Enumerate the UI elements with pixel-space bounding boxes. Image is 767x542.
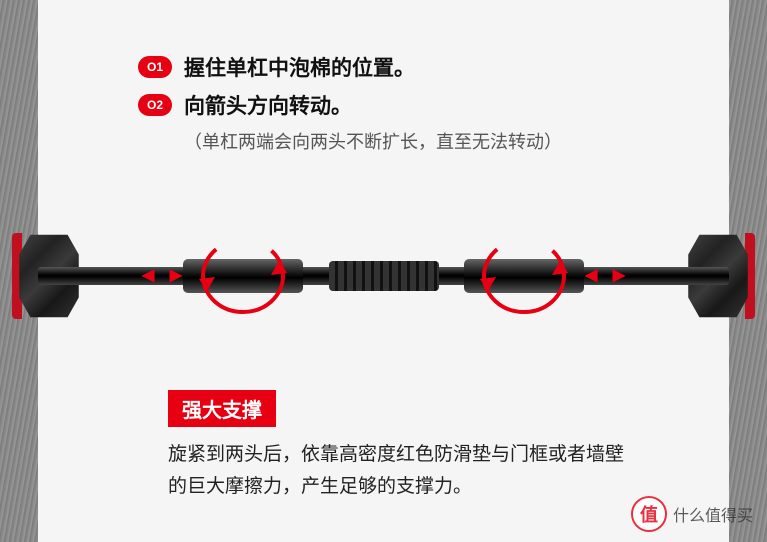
expand-arrows-right: ◀▶ <box>585 265 625 285</box>
step-badge-2: O2 <box>138 94 172 116</box>
content-area: O1 握住单杠中泡棉的位置。 O2 向箭头方向转动。 （单杠两端会向两头不断扩长… <box>38 0 729 542</box>
bottom-section: 强大支撑 旋紧到两头后，依靠高密度红色防滑垫与门框或者墙壁的巨大摩擦力，产生足够… <box>168 390 639 504</box>
watermark: 值 什么值得买 <box>631 496 753 532</box>
step-badge-1: O1 <box>138 56 172 78</box>
feature-tag: 强大支撑 <box>168 390 276 427</box>
foam-grip-right <box>464 259 584 293</box>
pullup-bar-diagram: ◀▶ ◀▶ <box>38 225 729 335</box>
instructions: O1 握住单杠中泡棉的位置。 O2 向箭头方向转动。 （单杠两端会向两头不断扩长… <box>38 0 729 154</box>
center-grip <box>329 261 439 291</box>
watermark-text: 什么值得买 <box>673 502 753 526</box>
step-text-1: 握住单杠中泡棉的位置。 <box>184 52 415 82</box>
foam-grip-left <box>183 259 303 293</box>
step-note: （单杠两端会向两头不断扩长，直至无法转动） <box>184 128 649 154</box>
step-1: O1 握住单杠中泡棉的位置。 <box>138 52 649 82</box>
watermark-badge: 值 <box>631 496 667 532</box>
step-2: O2 向箭头方向转动。 <box>138 90 649 120</box>
step-text-2: 向箭头方向转动。 <box>184 90 352 120</box>
expand-arrows-left: ◀▶ <box>142 265 182 285</box>
feature-desc: 旋紧到两头后，依靠高密度红色防滑垫与门框或者墙壁的巨大摩擦力，产生足够的支撑力。 <box>168 439 639 504</box>
